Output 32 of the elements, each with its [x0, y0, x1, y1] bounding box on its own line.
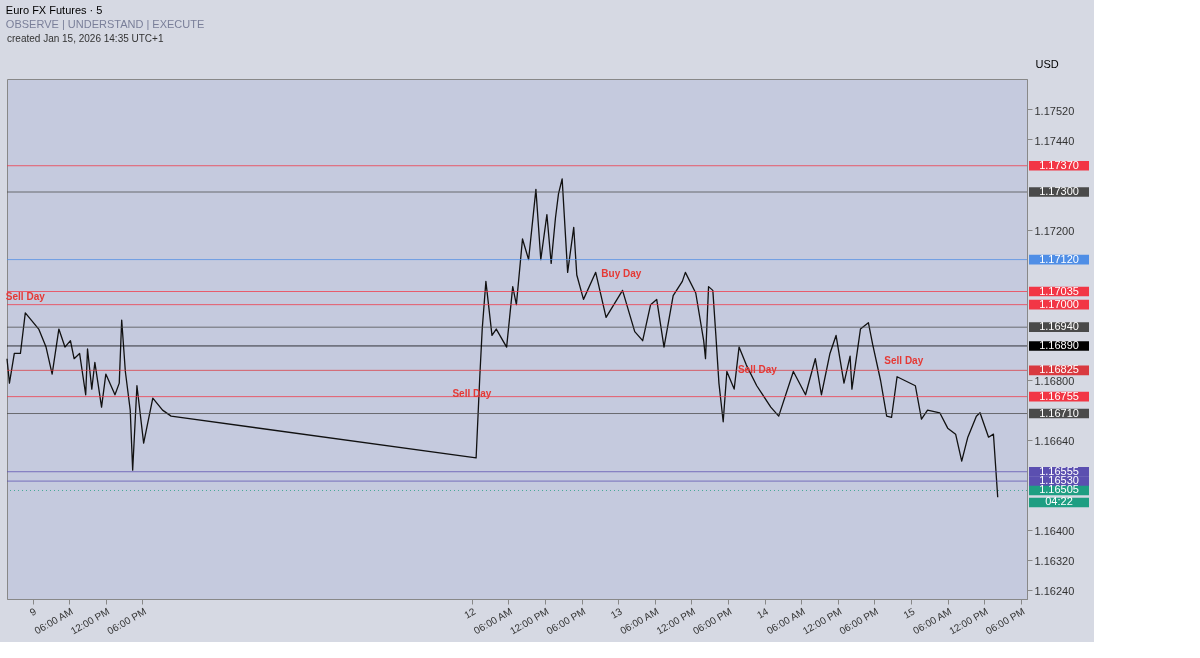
ref-line-label: 1.16555: [1039, 464, 1079, 477]
ref-line-label: 1.17370: [1039, 158, 1079, 171]
ref-line-label: 1.16890: [1039, 338, 1079, 351]
y-tick-label: 1.17520: [1034, 104, 1075, 117]
y-axis-title: USD: [1035, 57, 1059, 70]
x-tick-label: 9: [27, 605, 39, 618]
ref-line-label: 1.17000: [1039, 297, 1079, 310]
annotation: Buy Day: [601, 268, 642, 280]
ref-line-label: 1.17300: [1039, 185, 1079, 198]
y-tick-label: 1.16400: [1034, 525, 1075, 538]
ref-line-label: 1.16755: [1039, 389, 1079, 402]
ref-line-label: 1.17035: [1039, 284, 1079, 297]
ref-line-label: 1.16825: [1039, 363, 1079, 376]
x-tick-label: 15: [901, 605, 917, 621]
y-tick-label: 1.16320: [1034, 555, 1075, 568]
annotation: Sell Day: [884, 354, 924, 366]
ref-line-label: 1.16710: [1039, 406, 1079, 419]
y-tick-label: 1.17200: [1034, 225, 1075, 238]
y-tick-label: 1.17440: [1034, 134, 1075, 147]
ref-line-label: 1.16940: [1039, 320, 1079, 333]
x-tick-label: 13: [608, 605, 625, 621]
x-tick-label: 14: [755, 605, 771, 621]
chart-title: Euro FX Futures · 5: [5, 4, 103, 16]
line-series: [6, 178, 999, 498]
y-tick-label: 1.16640: [1034, 435, 1075, 448]
text: created Jan 15, 2026 14:35 UTC+1: [7, 33, 164, 44]
chart-subtitle: OBSERVE | UNDERSTAND | EXECUTE: [5, 18, 205, 30]
y-tick-label: 1.16800: [1034, 375, 1075, 388]
annotation: Sell Day: [5, 290, 46, 302]
y-tick-label: 1.16240: [1034, 585, 1075, 598]
x-tick-label: 12: [462, 605, 478, 621]
ref-line-label: 1.17120: [1039, 252, 1079, 265]
